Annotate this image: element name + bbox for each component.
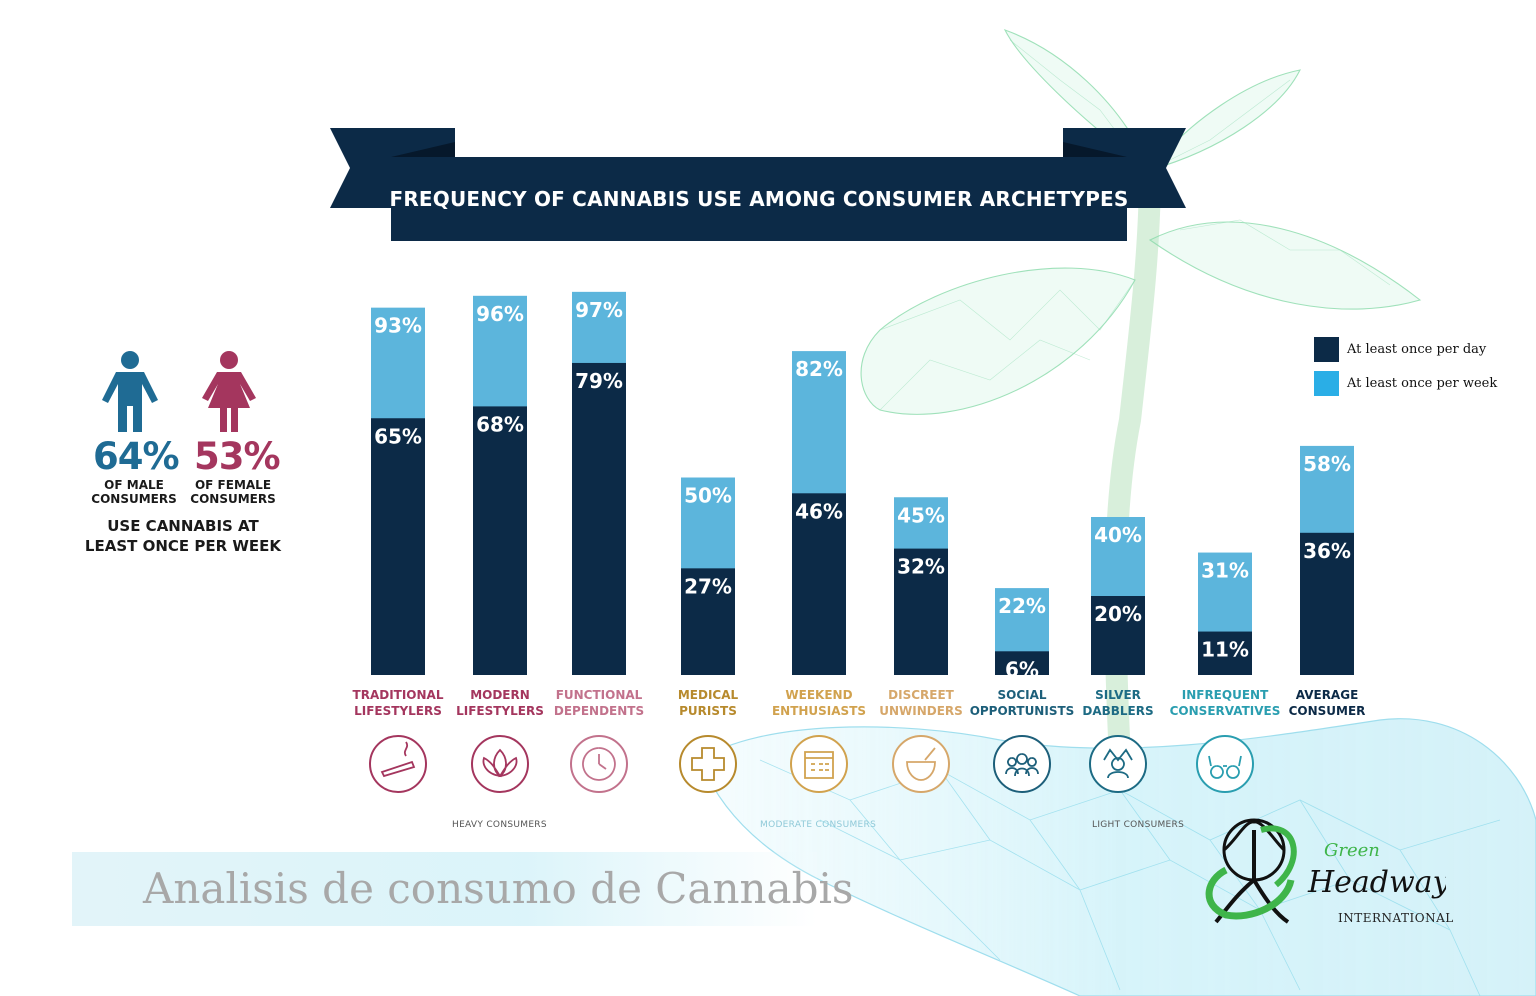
bar-daily <box>792 493 846 675</box>
female-percentage: 53% <box>194 435 281 478</box>
category-label: FUNCTIONAL <box>556 688 643 702</box>
group-label-heavy: HEAVY CONSUMERS <box>452 820 547 830</box>
male-label: OF MALE CONSUMERS <box>91 478 177 506</box>
logo-subtitle: INTERNATIONAL <box>1338 911 1454 925</box>
chart-title: FREQUENCY OF CANNABIS USE AMONG CONSUMER… <box>389 187 1129 211</box>
category-label: TRADITIONAL <box>353 688 444 702</box>
bar-daily <box>473 406 527 675</box>
bar-daily <box>371 418 425 675</box>
female-person-icon <box>202 351 256 432</box>
bar-daily <box>1091 596 1145 675</box>
category-label: LIFESTYLERS <box>456 704 544 718</box>
legend-label-weekly: At least once per week <box>1347 375 1498 391</box>
value-label-weekly: 82% <box>795 357 843 381</box>
value-label-weekly: 45% <box>897 503 945 527</box>
value-label-weekly: 93% <box>374 314 422 338</box>
clock-icon-glyph <box>582 747 616 781</box>
relaxed-person-icon-glyph <box>1103 748 1133 779</box>
calendar-icon-glyph <box>804 751 834 779</box>
category-label: WEEKEND <box>785 688 852 702</box>
value-label-daily: 68% <box>476 412 524 436</box>
category-label: AVERAGE <box>1296 688 1359 702</box>
category-label: UNWINDERS <box>879 704 963 718</box>
bar-daily <box>1198 631 1252 675</box>
relaxed-person-icon <box>1089 735 1147 793</box>
medical-cross-icon <box>679 735 737 793</box>
logo-script-green: Green <box>1324 840 1380 861</box>
bar-daily <box>572 362 626 675</box>
category-label: MODERN <box>470 688 530 702</box>
value-label-daily: 11% <box>1201 638 1249 662</box>
chart-title-banner: FREQUENCY OF CANNABIS USE AMONG CONSUMER… <box>389 157 1129 241</box>
group-label-light: LIGHT CONSUMERS <box>1092 820 1185 830</box>
bar-daily <box>681 568 735 675</box>
value-label-weekly: 50% <box>684 484 732 508</box>
footer-band <box>72 852 817 926</box>
value-label-daily: 65% <box>374 424 422 448</box>
group-label-moderate: MODERATE CONSUMERS <box>760 820 877 830</box>
glasses-icon-glyph <box>1208 755 1242 779</box>
category-label: CONSUMER <box>1289 704 1366 718</box>
value-label-daily: 6% <box>1005 657 1039 681</box>
logo-script-headway: Headway <box>1307 865 1446 900</box>
value-label-weekly: 97% <box>575 298 623 322</box>
medical-cross-icon-glyph <box>691 747 725 781</box>
chart-legend: At least once per day At least once per … <box>1314 332 1497 400</box>
category-label: OPPORTUNISTS <box>970 704 1075 718</box>
lotus-icon <box>471 735 529 793</box>
male-person-icon <box>102 351 158 432</box>
value-label-weekly: 96% <box>476 302 524 326</box>
footer-caption: Analisis de consumo de Cannabis <box>143 864 854 913</box>
category-label: DISCREET <box>888 688 955 702</box>
value-label-daily: 36% <box>1303 539 1351 563</box>
female-label: OF FEMALE CONSUMERS <box>190 478 276 506</box>
value-label-daily: 20% <box>1094 602 1142 626</box>
lotus-icon-glyph <box>482 748 518 778</box>
category-label: DEPENDENTS <box>554 704 644 718</box>
category-label: CONSERVATIVES <box>1170 704 1281 718</box>
green-headway-logo: Green Headway <box>1205 818 1446 924</box>
value-label-daily: 79% <box>575 369 623 393</box>
weekly-use-note: USE CANNABIS AT LEAST ONCE PER WEEK <box>84 517 282 555</box>
joint-smoke-icon <box>369 735 427 793</box>
value-label-weekly: 22% <box>998 594 1046 618</box>
category-label: ENTHUSIASTS <box>772 704 866 718</box>
group-people-icon-glyph <box>1005 753 1039 777</box>
category-label: PURISTS <box>679 704 737 718</box>
glasses-icon <box>1196 735 1254 793</box>
category-label: LIFESTYLERS <box>354 704 442 718</box>
value-label-weekly: 31% <box>1201 559 1249 583</box>
group-people-icon <box>993 735 1051 793</box>
value-label-weekly: 40% <box>1094 523 1142 547</box>
legend-item-daily: At least once per day <box>1314 332 1497 366</box>
value-label-daily: 32% <box>897 555 945 579</box>
category-label: DABBLERS <box>1082 704 1153 718</box>
value-label-daily: 27% <box>684 574 732 598</box>
calendar-icon <box>790 735 848 793</box>
bar-daily <box>894 548 948 675</box>
legend-swatch-daily <box>1314 336 1339 362</box>
legend-swatch-weekly <box>1314 370 1339 396</box>
bar-daily <box>995 651 1049 675</box>
male-percentage: 64% <box>93 435 180 478</box>
value-label-daily: 46% <box>795 499 843 523</box>
mortar-pestle-icon <box>892 735 950 793</box>
category-label: SILVER <box>1095 688 1141 702</box>
tree-logo-icon <box>1205 818 1297 924</box>
legend-label-daily: At least once per day <box>1347 341 1487 357</box>
value-label-weekly: 58% <box>1303 452 1351 476</box>
bar-daily <box>1300 532 1354 675</box>
category-label: INFREQUENT <box>1182 688 1269 702</box>
joint-smoke-icon-glyph <box>380 741 416 778</box>
legend-item-weekly: At least once per week <box>1314 366 1497 400</box>
category-label: SOCIAL <box>997 688 1046 702</box>
clock-icon <box>570 735 628 793</box>
mortar-pestle-icon-glyph <box>906 747 936 781</box>
category-label: MEDICAL <box>678 688 739 702</box>
